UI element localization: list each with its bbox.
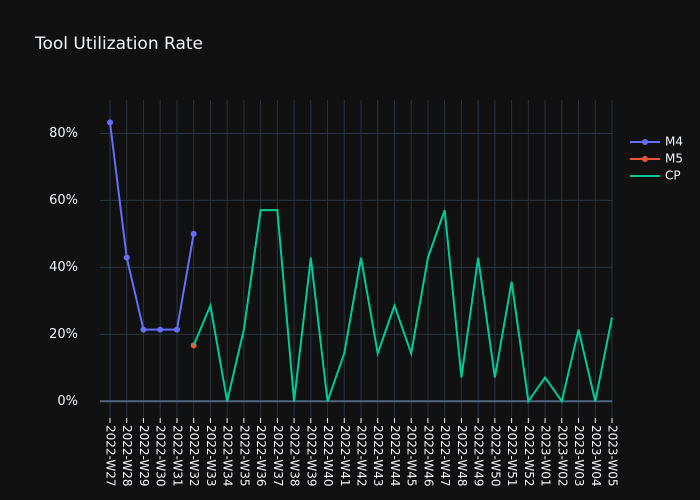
x-tick-label: 2022-W37 xyxy=(271,425,285,487)
x-tick-label: 2022-W27 xyxy=(104,425,118,487)
legend-marker xyxy=(642,139,648,145)
data-point xyxy=(123,254,130,261)
data-point xyxy=(107,119,113,126)
x-tick-label: 2022-W43 xyxy=(371,425,385,487)
x-tick-label: 2022-W36 xyxy=(254,425,268,487)
x-tick-label: 2022-W42 xyxy=(355,425,369,487)
x-tick-label: 2022-W45 xyxy=(405,425,419,487)
x-tick-label: 2022-W30 xyxy=(154,425,168,487)
x-tick-label: 2022-W47 xyxy=(438,425,452,487)
y-tick-label: 60% xyxy=(49,193,78,208)
y-tick-label: 80% xyxy=(49,126,78,141)
x-tick-label: 2022-W40 xyxy=(321,425,335,487)
x-tick-label: 2023-W01 xyxy=(539,425,553,487)
x-tick-label: 2023-W04 xyxy=(589,425,603,487)
x-tick-label: 2022-W29 xyxy=(137,425,151,487)
x-tick-label: 2022-W32 xyxy=(187,425,201,487)
x-tick-label: 2022-W50 xyxy=(488,425,502,487)
x-tick-label: 2022-W44 xyxy=(388,425,402,487)
x-tick-label: 2022-W31 xyxy=(170,425,184,487)
x-tick-label: 2023-W03 xyxy=(572,425,586,487)
data-point xyxy=(157,326,164,333)
y-tick-label: 20% xyxy=(49,327,78,342)
legend-marker xyxy=(642,156,648,162)
legend-label: M5 xyxy=(665,152,683,166)
legend-label: CP xyxy=(665,169,681,183)
x-tick-label: 2022-W38 xyxy=(288,425,302,487)
legend-label: M4 xyxy=(665,135,683,149)
y-tick-label: 40% xyxy=(49,260,78,275)
chart-title: Tool Utilization Rate xyxy=(34,34,203,54)
x-tick-label: 2022-W51 xyxy=(505,425,519,487)
series-line xyxy=(109,122,195,331)
x-tick-label: 2023-W05 xyxy=(606,425,620,487)
x-tick-label: 2022-W33 xyxy=(204,425,218,487)
data-point xyxy=(173,326,180,333)
y-tick-label: 0% xyxy=(57,394,78,409)
x-tick-label: 2022-W41 xyxy=(338,425,352,487)
x-tick-label: 2022-W35 xyxy=(237,425,251,487)
x-tick-label: 2022-W34 xyxy=(221,425,235,487)
data-point xyxy=(190,230,197,237)
series-line xyxy=(192,209,613,404)
x-tick-label: 2022-W46 xyxy=(421,425,435,487)
x-tick-label: 2022-W48 xyxy=(455,425,469,487)
x-tick-label: 2023-W02 xyxy=(555,425,569,487)
x-tick-label: 2022-W49 xyxy=(472,425,486,487)
x-tick-label: 2022-W52 xyxy=(522,425,536,487)
data-point xyxy=(140,326,147,333)
x-tick-label: 2022-W28 xyxy=(120,425,134,487)
x-tick-label: 2022-W39 xyxy=(304,425,318,487)
